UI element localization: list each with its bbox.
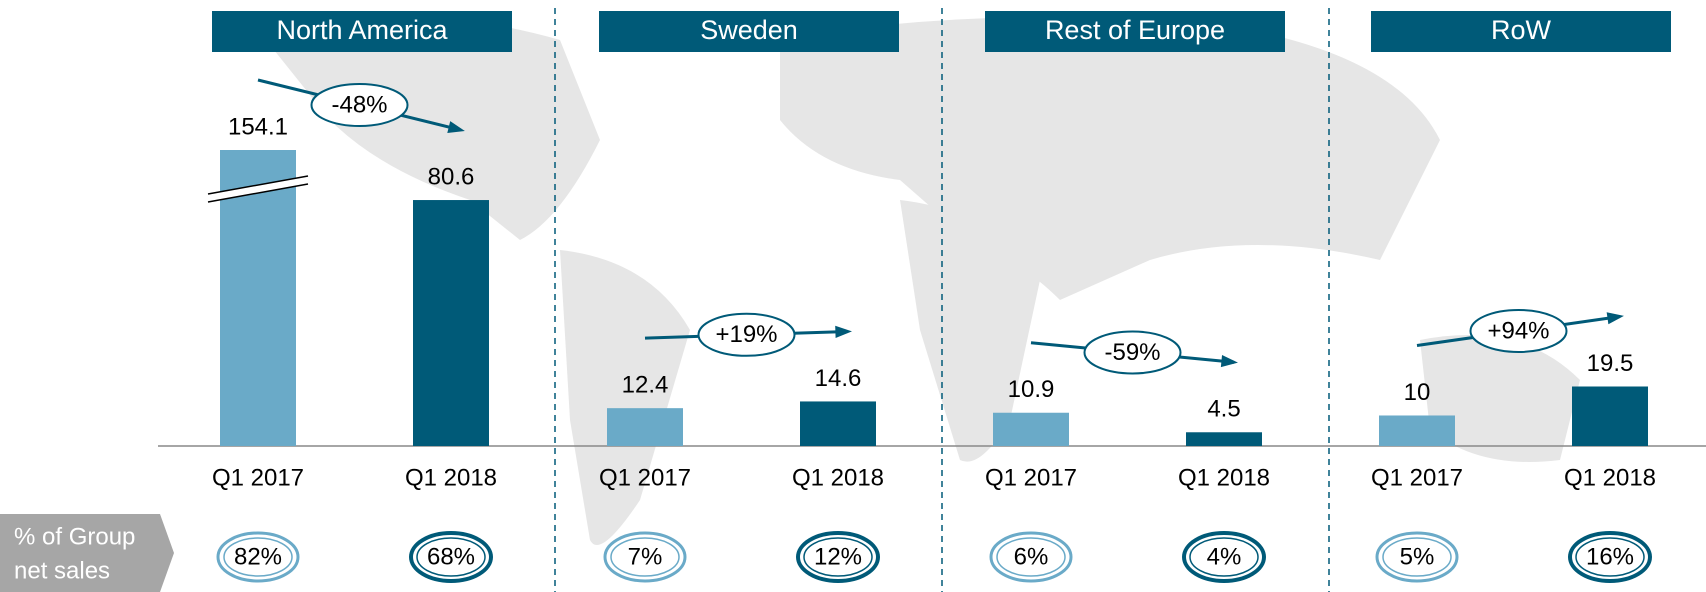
bars bbox=[1379, 386, 1648, 446]
change-arrowhead bbox=[447, 121, 465, 133]
change-label: -59% bbox=[1104, 339, 1160, 366]
panel-dividers bbox=[554, 8, 1330, 592]
bar bbox=[220, 150, 296, 446]
bar bbox=[1572, 386, 1648, 446]
share-value: 12% bbox=[814, 543, 862, 570]
value-label: 154.1 bbox=[228, 113, 288, 140]
x-tick-label: Q1 2017 bbox=[1371, 464, 1463, 491]
bars bbox=[220, 150, 489, 446]
bar bbox=[413, 200, 489, 446]
panel-title-box bbox=[212, 11, 512, 52]
change-arrowhead bbox=[1220, 354, 1238, 368]
panel-title-box bbox=[985, 11, 1285, 52]
value-label: 10.9 bbox=[1008, 376, 1055, 403]
x-tick-label: Q1 2017 bbox=[212, 464, 304, 491]
share-ring-inner bbox=[223, 537, 293, 577]
share-ring bbox=[1568, 531, 1652, 583]
bar bbox=[607, 408, 683, 446]
panel-title: Sweden bbox=[700, 15, 798, 45]
change-badge bbox=[697, 312, 796, 357]
x-tick-label: Q1 2017 bbox=[599, 464, 691, 491]
share-value: 4% bbox=[1207, 543, 1242, 570]
panel-title: Rest of Europe bbox=[1045, 15, 1225, 45]
x-tick-label: Q1 2018 bbox=[1564, 464, 1656, 491]
share-ring-inner bbox=[996, 537, 1066, 577]
share-ring bbox=[1182, 531, 1266, 583]
share-value: 82% bbox=[234, 543, 282, 570]
x-tick-label: Q1 2018 bbox=[792, 464, 884, 491]
bars bbox=[607, 401, 876, 446]
share-value: 16% bbox=[1586, 543, 1634, 570]
x-tick-label: Q1 2018 bbox=[1178, 464, 1270, 491]
value-label: 12.4 bbox=[622, 372, 669, 399]
share-value: 7% bbox=[628, 543, 663, 570]
share-ring bbox=[989, 531, 1073, 583]
bar bbox=[993, 412, 1069, 446]
change-badge bbox=[310, 83, 409, 128]
share-ring bbox=[409, 531, 493, 583]
share-ring-inner bbox=[1189, 537, 1259, 577]
share-ring bbox=[796, 531, 880, 583]
share-ring-inner bbox=[1382, 537, 1452, 577]
share-ring-inner bbox=[803, 537, 873, 577]
change-badge bbox=[1469, 308, 1568, 353]
share-ring bbox=[1375, 531, 1459, 583]
value-label: 80.6 bbox=[428, 163, 475, 190]
panel-title: North America bbox=[276, 15, 448, 45]
axis-break bbox=[207, 176, 309, 202]
share-value: 68% bbox=[427, 543, 475, 570]
share-ring-inner bbox=[1575, 537, 1645, 577]
share-ring bbox=[603, 531, 687, 583]
panel-title-box bbox=[599, 11, 899, 52]
value-label: 4.5 bbox=[1207, 396, 1240, 423]
change-arrowhead bbox=[835, 325, 852, 338]
value-label: 14.6 bbox=[815, 365, 862, 392]
share-label: net sales bbox=[14, 557, 110, 584]
axis-break bbox=[207, 175, 309, 195]
share-label-box bbox=[0, 514, 174, 592]
x-tick-label: Q1 2018 bbox=[405, 464, 497, 491]
panel-title-box bbox=[1371, 11, 1671, 52]
share-ring bbox=[216, 531, 300, 583]
value-label: 19.5 bbox=[1587, 350, 1634, 377]
share-ring-inner bbox=[416, 537, 486, 577]
change-label: +94% bbox=[1487, 317, 1549, 344]
change-badge bbox=[1083, 330, 1182, 375]
panel-title: RoW bbox=[1491, 15, 1552, 45]
value-label: 10 bbox=[1404, 379, 1431, 406]
x-tick-label: Q1 2017 bbox=[985, 464, 1077, 491]
share-value: 5% bbox=[1400, 543, 1435, 570]
share-ring-inner bbox=[610, 537, 680, 577]
change-label: -48% bbox=[331, 91, 387, 118]
bar bbox=[1379, 415, 1455, 446]
change-label: +19% bbox=[715, 321, 777, 348]
bars bbox=[993, 412, 1262, 446]
axis-break bbox=[207, 183, 309, 203]
bar bbox=[800, 401, 876, 446]
change-arrowhead bbox=[1606, 312, 1624, 325]
share-value: 6% bbox=[1014, 543, 1049, 570]
bar bbox=[1186, 432, 1262, 446]
share-label: % of Group bbox=[14, 523, 135, 550]
map-background bbox=[250, 13, 1580, 545]
